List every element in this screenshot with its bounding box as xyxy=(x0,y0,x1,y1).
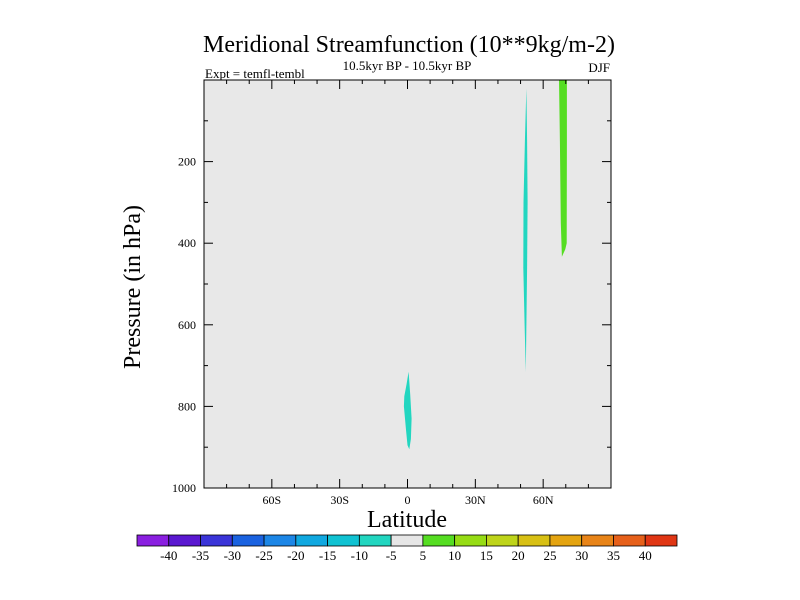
colorbar-label: 40 xyxy=(639,548,652,563)
colorbar-box xyxy=(295,534,328,547)
colorbar-box xyxy=(263,534,297,547)
y-axis-label: Pressure (in hPa) xyxy=(120,205,146,369)
y-tick-label: 1000 xyxy=(172,481,196,495)
y-tick-label: 200 xyxy=(178,155,196,169)
colorbar-label: -10 xyxy=(351,548,368,563)
colorbar-label: -30 xyxy=(224,548,241,563)
y-tick-label: 800 xyxy=(178,399,196,413)
colorbar-box xyxy=(549,534,583,547)
contour-region-near-equator-anomaly xyxy=(403,371,412,450)
y-tick-label: 600 xyxy=(178,318,196,332)
experiment-label: Expt = temfl-tembl xyxy=(205,66,305,81)
colorbar-label: -40 xyxy=(160,548,177,563)
colorbar-label: 15 xyxy=(480,548,493,563)
x-axis-label: Latitude xyxy=(367,507,447,533)
colorbar-box xyxy=(200,534,233,547)
y-axis: 200 400 600 800 1000 xyxy=(172,120,611,495)
colorbar-label: -5 xyxy=(386,548,397,563)
x-axis: 60S 30S 0 30N 60N xyxy=(226,80,589,507)
contour-region-high-latitude-anomaly xyxy=(559,80,567,257)
season-label: DJF xyxy=(588,60,610,75)
colorbar-box xyxy=(613,534,646,547)
x-tick-label: 60N xyxy=(533,493,554,507)
colorbar-label: 10 xyxy=(448,548,461,563)
colorbar-box xyxy=(136,534,170,547)
colorbar-box xyxy=(454,534,487,547)
colorbar-label: -15 xyxy=(319,548,336,563)
chart-title: Meridional Streamfunction (10**9kg/m-2) xyxy=(203,32,615,58)
y-tick-label: 400 xyxy=(178,236,196,250)
colorbar: -40 -35 -30 -25 -20 -15 -10 -5 5 10 15 20 25 30 35 40 xyxy=(136,534,678,563)
colorbar-label: 30 xyxy=(575,548,588,563)
x-tick-label: 0 xyxy=(405,493,411,507)
x-tick-label: 30N xyxy=(465,493,486,507)
colorbar-box xyxy=(517,534,551,547)
x-tick-label: 60S xyxy=(262,493,281,507)
colorbar-box xyxy=(327,534,360,547)
contour-region-midlatitude-anomaly xyxy=(523,88,528,372)
colorbar-label: 35 xyxy=(607,548,620,563)
colorbar-box xyxy=(231,534,265,547)
colorbar-box xyxy=(644,534,678,547)
colorbar-box xyxy=(581,534,614,547)
colorbar-label: 25 xyxy=(543,548,556,563)
colorbar-box xyxy=(168,534,201,547)
colorbar-box xyxy=(422,534,456,547)
colorbar-label: 5 xyxy=(420,548,427,563)
colorbar-box xyxy=(390,534,424,547)
colorbar-label: -20 xyxy=(287,548,304,563)
colorbar-label: -35 xyxy=(192,548,209,563)
colorbar-box xyxy=(486,534,519,547)
colorbar-label: 20 xyxy=(512,548,525,563)
colorbar-box xyxy=(358,534,392,547)
period-label: 10.5kyr BP - 10.5kyr BP xyxy=(343,58,472,73)
contour-regions xyxy=(403,80,567,450)
colorbar-label: -25 xyxy=(255,548,272,563)
x-tick-label: 30S xyxy=(330,493,349,507)
